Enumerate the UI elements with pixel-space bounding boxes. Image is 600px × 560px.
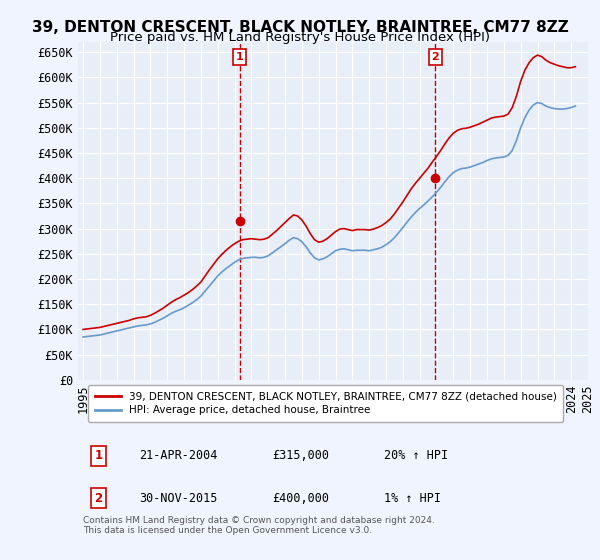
Legend: 39, DENTON CRESCENT, BLACK NOTLEY, BRAINTREE, CM77 8ZZ (detached house), HPI: Av: 39, DENTON CRESCENT, BLACK NOTLEY, BRAIN… xyxy=(88,385,563,422)
Text: 21-APR-2004: 21-APR-2004 xyxy=(139,449,218,463)
Text: £315,000: £315,000 xyxy=(272,449,329,463)
Text: 39, DENTON CRESCENT, BLACK NOTLEY, BRAINTREE, CM77 8ZZ: 39, DENTON CRESCENT, BLACK NOTLEY, BRAIN… xyxy=(32,20,568,35)
Text: Price paid vs. HM Land Registry's House Price Index (HPI): Price paid vs. HM Land Registry's House … xyxy=(110,31,490,44)
Text: £400,000: £400,000 xyxy=(272,492,329,505)
Text: 1% ↑ HPI: 1% ↑ HPI xyxy=(384,492,441,505)
Text: 1: 1 xyxy=(94,449,103,463)
Text: 2: 2 xyxy=(431,52,439,62)
Text: 30-NOV-2015: 30-NOV-2015 xyxy=(139,492,218,505)
Text: Contains HM Land Registry data © Crown copyright and database right 2024.
This d: Contains HM Land Registry data © Crown c… xyxy=(83,516,435,535)
Text: 20% ↑ HPI: 20% ↑ HPI xyxy=(384,449,448,463)
Text: 2: 2 xyxy=(94,492,103,505)
Text: 1: 1 xyxy=(236,52,244,62)
